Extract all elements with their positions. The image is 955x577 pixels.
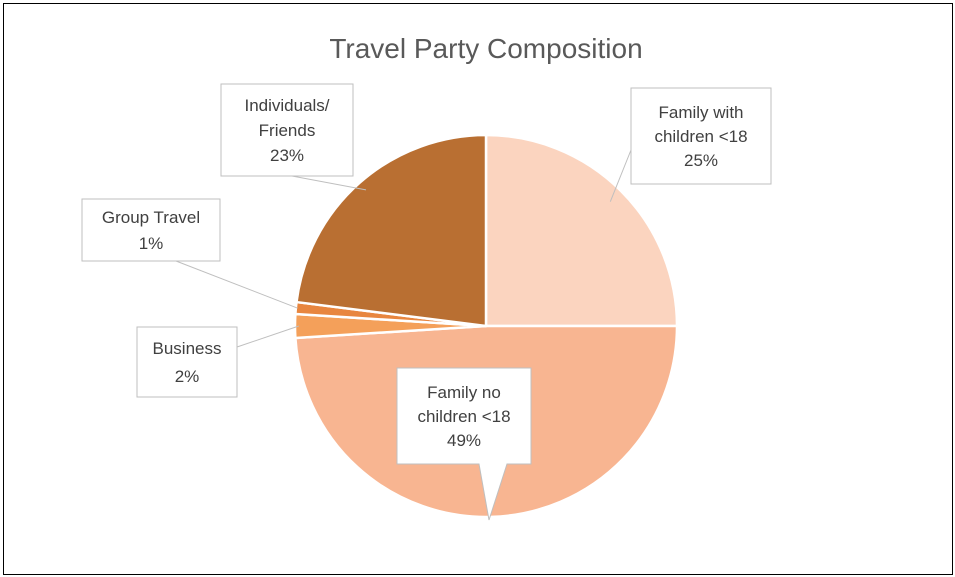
data-label-box (81, 198, 221, 262)
data-label-text: 1% (139, 234, 164, 253)
data-label-box (220, 83, 354, 177)
data-label-business: Business 2% (136, 325, 299, 398)
pie-slice-individuals-friends (295, 133, 488, 328)
data-label-text: 2% (175, 367, 200, 386)
data-label-individuals-friends: Individuals/Friends 23% (220, 83, 367, 191)
leader-line-business (236, 325, 299, 348)
pie-slice-family-with-children (484, 133, 679, 328)
data-label-group-travel: Group Travel 1% (81, 198, 298, 309)
data-label-text: Group Travel (102, 208, 200, 227)
data-label-text: 25% (684, 151, 718, 170)
pie-slices (293, 133, 679, 519)
data-label-box (136, 326, 238, 398)
data-label-text: 49% (447, 431, 481, 450)
data-label-box (630, 87, 772, 185)
data-label-family-with-children: Family with children <18 25% (609, 87, 772, 202)
data-label-family-no-children: Family no children <18 49% (396, 367, 532, 521)
data-label-text: Business (153, 339, 222, 358)
leader-line-group-travel (175, 260, 298, 309)
chart-title: Travel Party Composition (329, 33, 642, 64)
data-labels: Family with children <18 25% Family no child… (81, 83, 772, 521)
data-label-text: Family with (658, 103, 743, 122)
data-label-text: children <18 (417, 407, 510, 426)
data-label-text: Family no (427, 383, 501, 402)
data-label-box (396, 367, 532, 521)
leader-line-individuals-friends (291, 175, 367, 191)
data-label-text: Individuals/ (244, 96, 329, 115)
data-label-text: 23% (270, 146, 304, 165)
data-label-text: children <18 (654, 127, 747, 146)
leader-line-family-with-children (609, 149, 632, 202)
data-label-text: Friends (259, 121, 316, 140)
